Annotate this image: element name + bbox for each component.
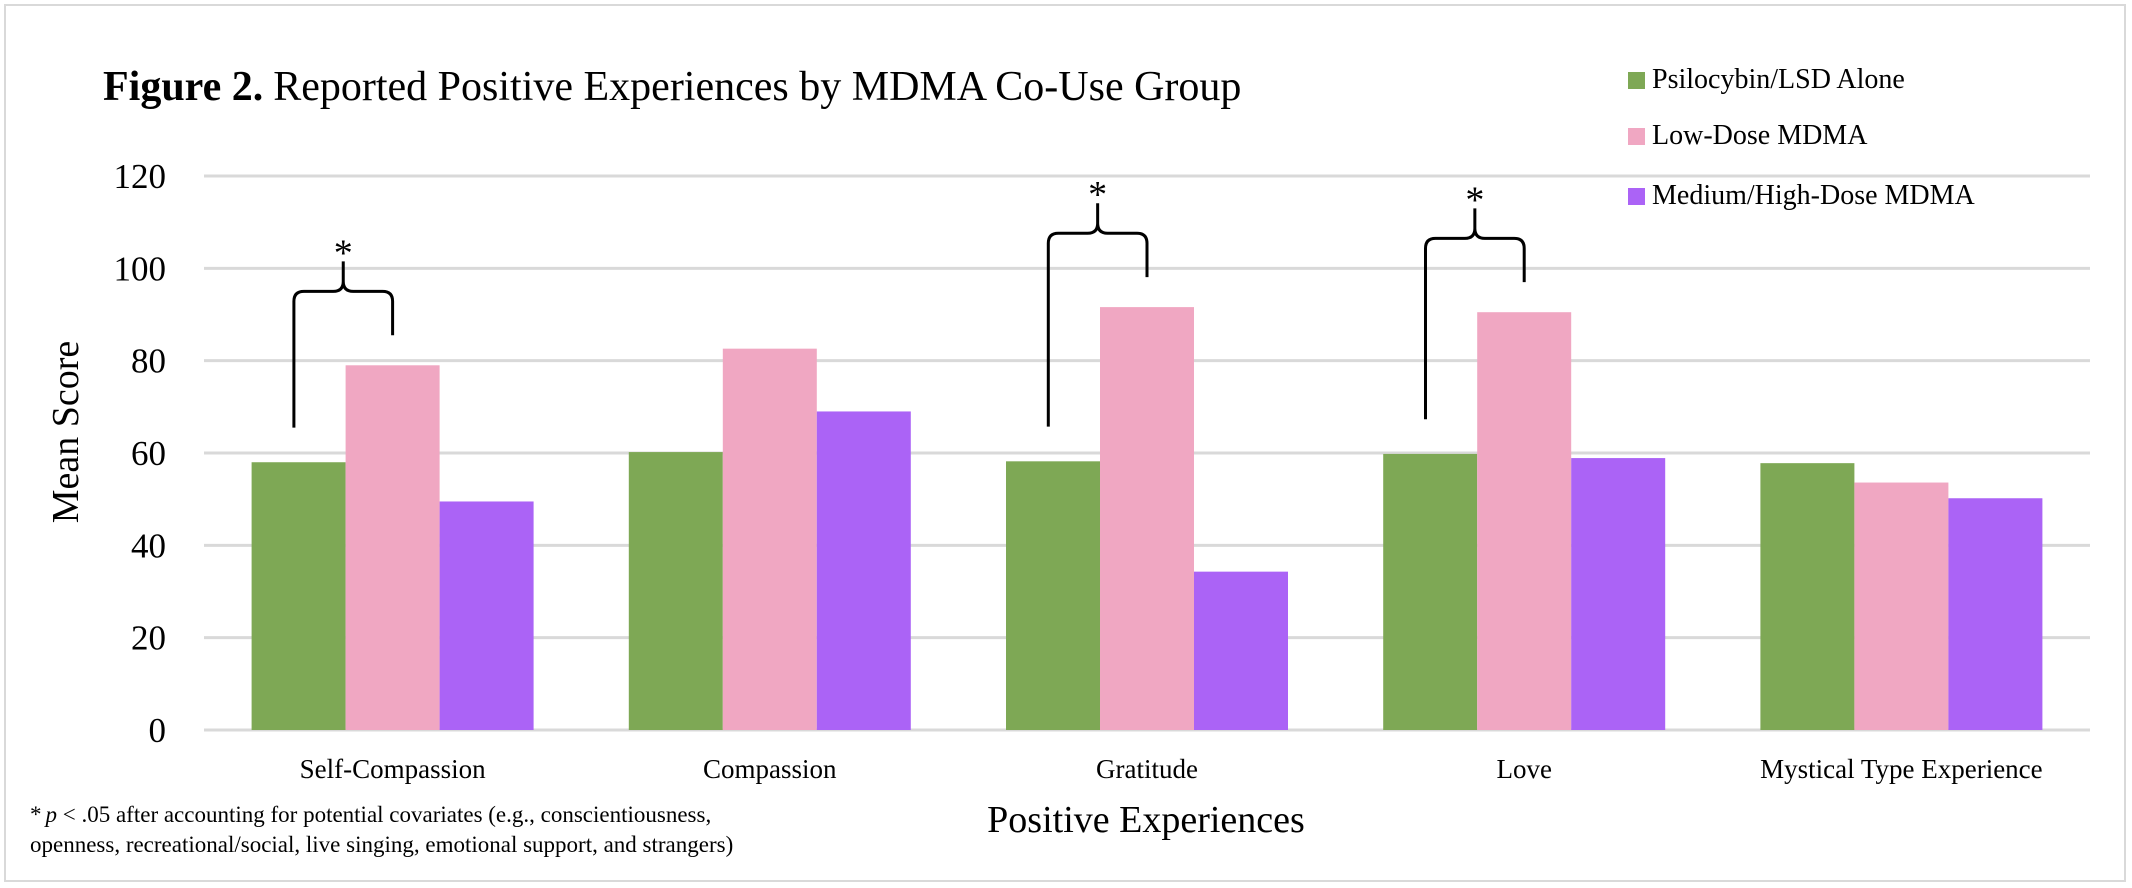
significance-star: * <box>1088 174 1107 216</box>
bars <box>251 307 2043 730</box>
y-axis-ticks: 0 20 40 60 80 100 120 <box>114 157 167 750</box>
significance-bracket <box>292 261 395 428</box>
footnote-line-1: * p < .05 after accounting for potential … <box>30 802 711 827</box>
x-tick-label: Self-Compassion <box>300 754 486 784</box>
significance-star: * <box>1465 179 1484 221</box>
significance-star: * <box>334 232 353 274</box>
legend: Psilocybin/LSD Alone Low-Dose MDMA Medium/… <box>1628 64 1976 211</box>
y-axis-label: Mean Score <box>45 341 87 524</box>
footnote-p-symbol: p <box>44 802 58 827</box>
y-tick-label: 20 <box>131 619 166 658</box>
significance-bracket <box>1424 208 1526 420</box>
x-axis-ticks: Self-Compassion Compassion Gratitude Love My… <box>300 754 2043 784</box>
legend-label: Low-Dose MDMA <box>1652 120 1868 151</box>
bar-psilocybin-lsd-alone-gratitude <box>1006 461 1100 730</box>
x-tick-label: Gratitude <box>1096 754 1198 784</box>
bar-low-dose-mdma-mystical-type-experience <box>1854 482 1949 730</box>
footnote-line-2: openness, recreational/social, live sing… <box>30 832 733 857</box>
significance-bracket <box>1046 203 1149 427</box>
bar-medium-high-dose-mdma-self-compassion <box>439 501 534 730</box>
legend-label: Medium/High-Dose MDMA <box>1652 180 1976 211</box>
legend-label: Psilocybin/LSD Alone <box>1652 64 1905 95</box>
bar-medium-high-dose-mdma-mystical-type-experience <box>1948 498 2043 730</box>
x-tick-label: Love <box>1496 754 1551 784</box>
bar-psilocybin-lsd-alone-mystical-type-experience <box>1760 463 1855 730</box>
x-tick-label: Mystical Type Experience <box>1760 754 2043 784</box>
bar-medium-high-dose-mdma-compassion <box>816 411 911 730</box>
figure-number: Figure 2. <box>103 64 263 110</box>
footnote-text-1: < .05 after accounting for potential cov… <box>57 802 711 827</box>
legend-swatch <box>1628 72 1645 89</box>
bar-psilocybin-lsd-alone-love <box>1383 453 1478 730</box>
x-axis-label: Positive Experiences <box>987 799 1305 841</box>
bar-medium-high-dose-mdma-love <box>1571 458 1666 730</box>
significance-brackets: * * * <box>292 174 1526 428</box>
bar-psilocybin-lsd-alone-self-compassion <box>251 462 346 730</box>
legend-swatch <box>1628 128 1645 145</box>
y-tick-label: 100 <box>114 249 167 288</box>
bar-medium-high-dose-mdma-gratitude <box>1194 571 1288 730</box>
x-tick-label: Compassion <box>703 754 837 784</box>
y-tick-label: 80 <box>131 342 166 381</box>
title-text: Reported Positive Experiences by MDMA Co… <box>273 64 1241 110</box>
y-tick-label: 60 <box>131 434 166 473</box>
chart-title: Figure 2. Reported Positive Experiences b… <box>103 64 1241 110</box>
legend-swatch <box>1628 188 1645 205</box>
bar-low-dose-mdma-compassion <box>722 348 817 730</box>
footnote-marker: * <box>30 802 42 827</box>
y-tick-label: 0 <box>149 711 167 750</box>
y-tick-label: 40 <box>131 526 166 565</box>
y-tick-label: 120 <box>114 157 167 196</box>
bar-low-dose-mdma-love <box>1477 312 1572 730</box>
bar-low-dose-mdma-gratitude <box>1100 307 1194 730</box>
bar-low-dose-mdma-self-compassion <box>345 365 440 730</box>
bar-psilocybin-lsd-alone-compassion <box>628 452 723 730</box>
